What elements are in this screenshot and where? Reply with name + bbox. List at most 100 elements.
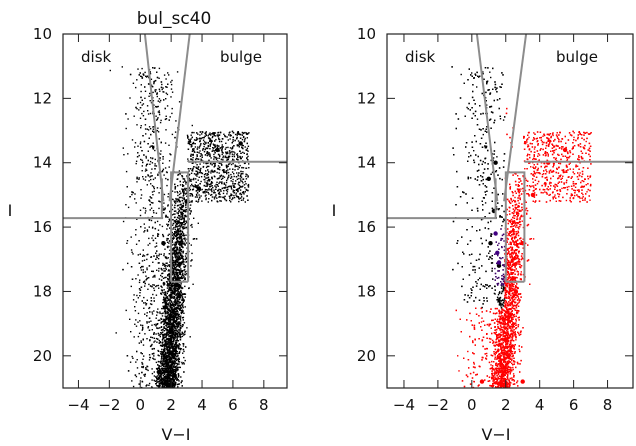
star-point — [155, 115, 157, 117]
star-point — [174, 344, 176, 346]
star-point — [138, 262, 141, 264]
star-point — [200, 143, 202, 145]
star-point — [170, 371, 172, 374]
star-point — [177, 260, 179, 263]
star-point — [140, 269, 143, 271]
star-point — [131, 278, 134, 280]
star-point — [213, 147, 215, 149]
star-point — [168, 335, 170, 337]
star-point — [208, 159, 210, 162]
star-point — [172, 323, 174, 325]
star-point — [166, 312, 168, 315]
star-point — [179, 216, 181, 218]
star-point — [237, 165, 239, 168]
star-point — [157, 117, 159, 119]
star-point — [160, 355, 163, 358]
star-point — [230, 186, 232, 189]
star-point — [177, 324, 179, 326]
star-point — [167, 363, 169, 366]
star-point — [153, 375, 156, 377]
star-point — [152, 358, 155, 360]
star-point — [167, 277, 169, 280]
star-point — [180, 196, 182, 199]
star-point — [180, 233, 182, 235]
star-point — [174, 245, 176, 247]
star-point — [181, 256, 183, 258]
star-point — [153, 287, 155, 289]
star-point — [178, 262, 180, 264]
star-point — [213, 171, 215, 173]
star-point — [169, 284, 171, 286]
star-point — [178, 285, 181, 287]
star-point — [144, 313, 146, 315]
star-point — [163, 318, 165, 321]
star-point — [194, 151, 196, 153]
star-point — [139, 253, 141, 255]
star-point — [180, 307, 182, 309]
star-point — [162, 233, 164, 236]
star-point — [158, 334, 160, 336]
star-point — [164, 265, 166, 267]
star-point — [173, 264, 175, 266]
star-point — [174, 261, 176, 263]
star-point — [165, 363, 167, 366]
star-point — [167, 178, 169, 181]
star-point — [127, 153, 129, 155]
star-point — [170, 340, 172, 343]
star-point — [138, 178, 140, 180]
star-point — [153, 190, 155, 192]
star-point — [191, 223, 193, 226]
star-point — [166, 237, 168, 240]
star-point — [154, 90, 157, 93]
star-point — [190, 158, 192, 161]
star-point — [160, 332, 162, 334]
star-point — [166, 184, 168, 187]
star-point — [226, 171, 228, 173]
star-point — [149, 92, 151, 95]
star-point — [132, 82, 135, 84]
star-point — [143, 140, 146, 143]
star-point — [166, 362, 168, 365]
star-point — [183, 334, 185, 336]
star-point — [177, 360, 180, 362]
star-point — [168, 166, 170, 168]
star-point — [157, 127, 159, 129]
star-point — [169, 359, 171, 362]
star-point — [178, 343, 180, 345]
star-point — [177, 198, 180, 200]
star-point — [153, 297, 155, 299]
star-point — [173, 379, 175, 381]
star-point — [191, 169, 193, 172]
star-point — [162, 272, 164, 274]
star-point — [185, 204, 187, 207]
star-point — [151, 379, 153, 381]
star-point — [184, 277, 186, 279]
star-point — [142, 366, 144, 369]
star-point — [155, 245, 158, 247]
star-point — [238, 198, 240, 200]
star-point — [151, 185, 154, 187]
star-point — [162, 353, 164, 356]
star-point — [165, 381, 167, 383]
star-point — [165, 291, 167, 293]
star-point — [244, 131, 246, 134]
star-point — [172, 332, 175, 335]
star-point — [174, 315, 176, 317]
star-point — [186, 327, 188, 329]
star-point — [184, 211, 187, 213]
star-point — [236, 188, 239, 190]
star-point — [174, 302, 177, 304]
star-point — [163, 365, 165, 368]
star-point — [164, 379, 166, 381]
star-point — [134, 310, 137, 312]
star-point — [150, 320, 152, 322]
star-point — [143, 374, 145, 376]
star-point — [187, 137, 189, 139]
star-point — [163, 263, 165, 265]
star-point — [177, 228, 179, 230]
star-point — [146, 169, 148, 171]
star-point — [189, 201, 191, 203]
star-point — [218, 154, 221, 156]
star-point — [153, 275, 155, 277]
star-point — [178, 301, 180, 304]
